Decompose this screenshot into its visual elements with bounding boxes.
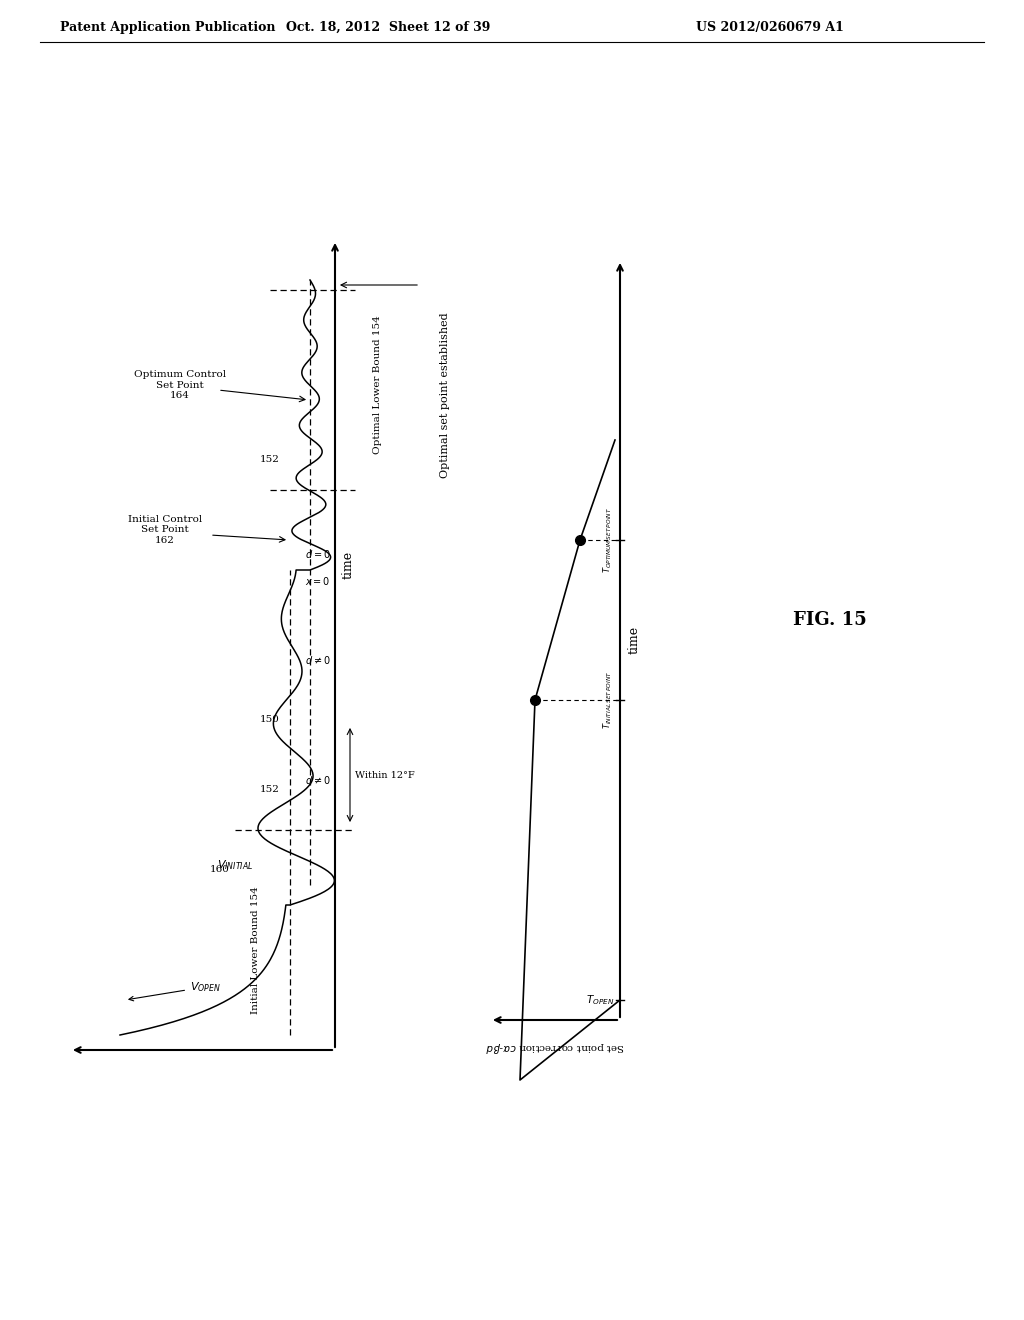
Text: 160: 160 bbox=[210, 866, 230, 874]
Text: 152: 152 bbox=[260, 455, 280, 465]
Text: Initial Lower Bound 154: Initial Lower Bound 154 bbox=[251, 886, 259, 1014]
Text: $d\neq0$: $d\neq0$ bbox=[305, 774, 331, 785]
Text: Oct. 18, 2012  Sheet 12 of 39: Oct. 18, 2012 Sheet 12 of 39 bbox=[286, 21, 490, 33]
Text: Within 12°F: Within 12°F bbox=[355, 771, 415, 780]
Text: Optimal Lower Bound 154: Optimal Lower Bound 154 bbox=[373, 315, 382, 454]
Text: $T_{INITIAL\,SET\,POINT}$: $T_{INITIAL\,SET\,POINT}$ bbox=[601, 671, 614, 730]
Text: $V_{OPEN}$: $V_{OPEN}$ bbox=[129, 979, 221, 1001]
Text: $d\neq0$: $d\neq0$ bbox=[305, 653, 331, 667]
Text: $T_{OPTIMUM\,SET\,POINT}$: $T_{OPTIMUM\,SET\,POINT}$ bbox=[601, 507, 614, 573]
Text: FIG. 15: FIG. 15 bbox=[794, 611, 867, 630]
Text: Optimum Control
Set Point
164: Optimum Control Set Point 164 bbox=[134, 370, 226, 400]
Text: $T_{OPEN}$: $T_{OPEN}$ bbox=[586, 993, 614, 1007]
Text: 152: 152 bbox=[260, 785, 280, 795]
Text: $x=0$: $x=0$ bbox=[305, 576, 331, 587]
Text: $d=0$: $d=0$ bbox=[305, 548, 331, 560]
Text: Initial Control
Set Point
162: Initial Control Set Point 162 bbox=[128, 515, 202, 545]
Text: time: time bbox=[628, 626, 641, 655]
Text: Optimal set point established: Optimal set point established bbox=[440, 313, 450, 478]
Text: US 2012/0260679 A1: US 2012/0260679 A1 bbox=[696, 21, 844, 33]
Text: Patent Application Publication: Patent Application Publication bbox=[60, 21, 275, 33]
Text: 150: 150 bbox=[260, 715, 280, 725]
Text: $V_{INITIAL}$: $V_{INITIAL}$ bbox=[217, 858, 253, 873]
Text: time: time bbox=[342, 550, 355, 579]
Text: Set point correction $c\alpha$-$\beta d$: Set point correction $c\alpha$-$\beta d$ bbox=[485, 1040, 625, 1053]
